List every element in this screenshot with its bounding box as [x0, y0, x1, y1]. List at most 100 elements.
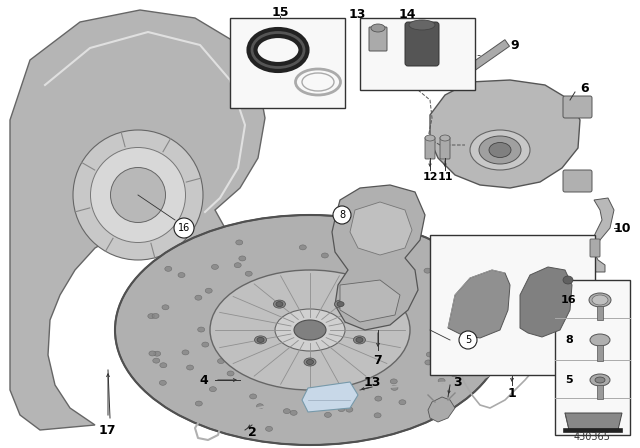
Polygon shape	[565, 413, 622, 430]
Ellipse shape	[245, 271, 252, 276]
Polygon shape	[448, 270, 510, 338]
Ellipse shape	[198, 327, 205, 332]
Ellipse shape	[111, 168, 166, 223]
Ellipse shape	[276, 302, 283, 306]
Ellipse shape	[284, 409, 291, 414]
Ellipse shape	[210, 270, 410, 390]
Ellipse shape	[148, 314, 155, 319]
FancyBboxPatch shape	[555, 280, 630, 435]
Ellipse shape	[391, 385, 398, 390]
Ellipse shape	[387, 261, 394, 266]
Polygon shape	[302, 382, 358, 412]
Ellipse shape	[182, 350, 189, 355]
Ellipse shape	[338, 407, 345, 412]
Text: 1: 1	[508, 387, 516, 400]
Polygon shape	[428, 397, 455, 422]
Ellipse shape	[239, 256, 246, 261]
Ellipse shape	[424, 268, 431, 273]
Ellipse shape	[257, 404, 264, 409]
FancyBboxPatch shape	[590, 239, 600, 257]
Ellipse shape	[361, 229, 368, 235]
Ellipse shape	[348, 247, 355, 252]
Ellipse shape	[440, 135, 450, 141]
Ellipse shape	[399, 400, 406, 405]
Bar	[597, 345, 603, 361]
Ellipse shape	[234, 263, 241, 268]
Ellipse shape	[159, 380, 166, 385]
Ellipse shape	[149, 351, 156, 356]
Ellipse shape	[374, 413, 381, 418]
Ellipse shape	[426, 352, 433, 357]
Ellipse shape	[290, 410, 297, 415]
FancyBboxPatch shape	[440, 137, 450, 159]
FancyBboxPatch shape	[230, 18, 345, 108]
Ellipse shape	[73, 130, 203, 260]
Ellipse shape	[375, 396, 382, 401]
Ellipse shape	[346, 407, 353, 412]
Ellipse shape	[563, 276, 573, 284]
Text: 10: 10	[613, 221, 631, 234]
Polygon shape	[590, 198, 614, 272]
Ellipse shape	[300, 245, 307, 250]
Ellipse shape	[218, 358, 225, 364]
Ellipse shape	[425, 135, 435, 141]
Ellipse shape	[202, 342, 209, 347]
Text: 5: 5	[465, 335, 471, 345]
Ellipse shape	[425, 360, 432, 365]
Ellipse shape	[479, 136, 521, 164]
Ellipse shape	[115, 215, 505, 445]
Text: 12: 12	[422, 172, 438, 182]
Ellipse shape	[275, 309, 345, 351]
Polygon shape	[10, 10, 265, 430]
Polygon shape	[350, 202, 412, 255]
Ellipse shape	[250, 394, 257, 399]
Ellipse shape	[236, 240, 243, 245]
FancyBboxPatch shape	[563, 170, 592, 192]
Ellipse shape	[359, 254, 365, 258]
Text: 3: 3	[454, 375, 462, 388]
Ellipse shape	[255, 336, 266, 344]
Ellipse shape	[489, 142, 511, 158]
Ellipse shape	[205, 288, 212, 293]
Ellipse shape	[337, 302, 344, 306]
Ellipse shape	[152, 314, 159, 319]
Ellipse shape	[178, 272, 185, 278]
Ellipse shape	[153, 358, 160, 363]
Ellipse shape	[257, 337, 264, 342]
Text: 8: 8	[339, 210, 345, 220]
Bar	[597, 306, 603, 320]
Text: 11: 11	[437, 172, 452, 182]
Ellipse shape	[589, 293, 611, 307]
Ellipse shape	[451, 372, 458, 377]
Ellipse shape	[409, 20, 435, 30]
Ellipse shape	[438, 378, 445, 383]
Ellipse shape	[195, 295, 202, 300]
Ellipse shape	[402, 291, 409, 296]
Text: 430365: 430365	[573, 432, 610, 442]
Text: 17: 17	[99, 423, 116, 436]
Ellipse shape	[592, 295, 608, 305]
Text: 6: 6	[580, 82, 589, 95]
Ellipse shape	[353, 336, 365, 344]
Ellipse shape	[371, 24, 385, 32]
Text: 8: 8	[565, 335, 573, 345]
FancyBboxPatch shape	[430, 235, 595, 375]
FancyBboxPatch shape	[405, 22, 439, 66]
Ellipse shape	[470, 130, 530, 170]
Text: 13: 13	[348, 8, 365, 21]
Ellipse shape	[321, 253, 328, 258]
Ellipse shape	[449, 316, 456, 321]
Ellipse shape	[402, 302, 409, 306]
Polygon shape	[340, 280, 400, 322]
Polygon shape	[430, 80, 580, 188]
Ellipse shape	[209, 387, 216, 392]
Text: 13: 13	[364, 375, 381, 388]
Ellipse shape	[595, 377, 605, 383]
Ellipse shape	[211, 264, 218, 269]
Ellipse shape	[477, 305, 484, 310]
Ellipse shape	[304, 358, 316, 366]
FancyBboxPatch shape	[425, 137, 435, 159]
Circle shape	[174, 218, 194, 238]
Ellipse shape	[442, 331, 449, 336]
Polygon shape	[520, 267, 572, 337]
